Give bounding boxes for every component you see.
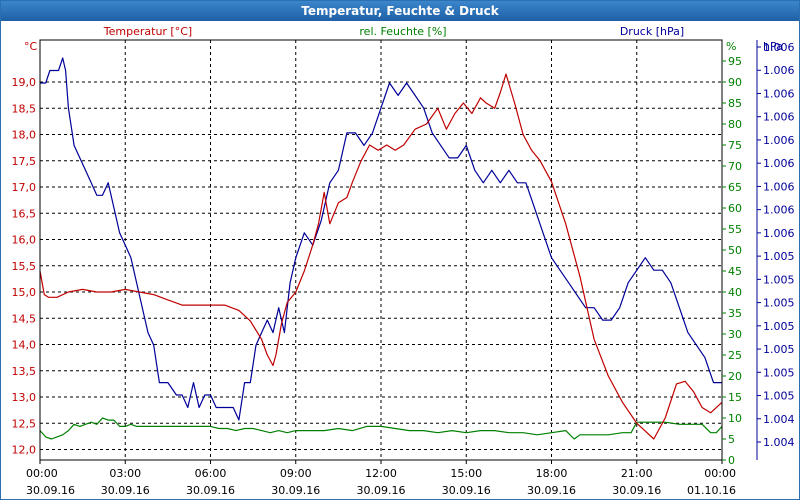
temperature-tick-label: 12,0 <box>12 444 37 457</box>
humidity-tick-label: 80 <box>728 118 742 131</box>
x-tick-time: 12:00 <box>365 467 397 480</box>
temperature-line <box>39 73 723 440</box>
temperature-tick-label: 18,0 <box>12 129 37 142</box>
x-tick-time: 21:00 <box>621 467 653 480</box>
temperature-tick-label: 15,0 <box>12 286 37 299</box>
pressure-unit: hPa <box>763 40 783 53</box>
x-tick-time: 18:00 <box>536 467 568 480</box>
humidity-tick-label: 20 <box>728 370 742 383</box>
temperature-tick-label: 16,5 <box>12 207 37 220</box>
temperature-tick-label: 16,0 <box>12 234 37 247</box>
pressure-tick-label: 1.005 <box>763 273 795 286</box>
temperature-tick-label: 17,0 <box>12 181 37 194</box>
pressure-tick-label: 1.005 <box>763 366 795 379</box>
temperature-tick-label: 14,0 <box>12 339 37 352</box>
pressure-tick-label: 1.006 <box>763 227 795 240</box>
x-tick-date: 30.09.16 <box>101 484 150 497</box>
humidity-tick-label: 50 <box>728 244 742 257</box>
humidity-tick-label: 5 <box>728 433 735 446</box>
pressure-tick-label: 1.006 <box>763 111 795 124</box>
pressure-tick-label: 1.006 <box>763 64 795 77</box>
axes: 12,0 12,5 13,0 13,5 14,0 14,5 15,0 15,5 16,0 16,5… <box>12 39 795 497</box>
humidity-tick-label: 45 <box>728 265 742 278</box>
temperature-tick-label: 15,5 <box>12 260 37 273</box>
pressure-tick-label: 1.006 <box>763 41 795 54</box>
pressure-tick-label: 1.006 <box>763 180 795 193</box>
temperature-unit: °C <box>24 40 38 53</box>
legend-temperature: Temperatur [°C] <box>103 25 192 38</box>
humidity-line <box>39 417 723 440</box>
x-tick-date: 30.09.16 <box>442 484 491 497</box>
pressure-tick-label: 1.006 <box>763 134 795 147</box>
x-tick-date: 30.09.16 <box>186 484 235 497</box>
x-tick-time: 06:00 <box>195 467 227 480</box>
temperature-tick-label: 14,5 <box>12 312 37 325</box>
x-tick-time: 00:00 <box>704 467 736 480</box>
humidity-tick-label: 0 <box>728 454 735 467</box>
x-tick-date: 30.09.16 <box>271 484 320 497</box>
x-tick-date: 30.09.16 <box>527 484 576 497</box>
temperature-tick-label: 13,0 <box>12 391 37 404</box>
humidity-tick-label: 15 <box>728 391 742 404</box>
humidity-tick-label: 85 <box>728 97 742 110</box>
humidity-unit: % <box>726 40 736 53</box>
humidity-tick-label: 25 <box>728 349 742 362</box>
pressure-tick-label: 1.005 <box>763 250 795 263</box>
humidity-tick-label: 70 <box>728 160 742 173</box>
series-lines <box>39 57 723 440</box>
window-title: Temperatur, Feuchte & Druck <box>1 1 799 21</box>
humidity-tick-label: 30 <box>728 328 742 341</box>
temperature-tick-label: 13,5 <box>12 365 37 378</box>
pressure-tick-label: 1.004 <box>763 413 795 426</box>
pressure-tick-label: 1.005 <box>763 297 795 310</box>
humidity-tick-label: 35 <box>728 307 742 320</box>
humidity-tick-label: 65 <box>728 181 742 194</box>
pressure-tick-label: 1.005 <box>763 343 795 356</box>
x-tick-time: 03:00 <box>109 467 141 480</box>
humidity-tick-label: 75 <box>728 139 742 152</box>
x-tick-date: 30.09.16 <box>612 484 661 497</box>
x-tick-date: 01.10.16 <box>687 484 736 497</box>
pressure-tick-label: 1.005 <box>763 390 795 403</box>
humidity-tick-label: 95 <box>728 55 742 68</box>
x-tick-time: 00:00 <box>26 467 58 480</box>
humidity-tick-label: 55 <box>728 223 742 236</box>
pressure-tick-label: 1.006 <box>763 204 795 217</box>
humidity-tick-label: 10 <box>728 412 742 425</box>
temperature-tick-label: 12,5 <box>12 417 37 430</box>
x-tick-time: 15:00 <box>450 467 482 480</box>
x-tick-date: 30.09.16 <box>26 484 75 497</box>
temperature-tick-label: 17,5 <box>12 155 37 168</box>
legend-pressure: Druck [hPa] <box>620 25 684 38</box>
humidity-tick-label: 60 <box>728 202 742 215</box>
pressure-tick-label: 1.006 <box>763 157 795 170</box>
x-tick-time: 09:00 <box>280 467 312 480</box>
pressure-tick-label: 1.006 <box>763 87 795 100</box>
x-tick-date: 30.09.16 <box>357 484 406 497</box>
pressure-tick-label: 1.004 <box>763 436 795 449</box>
humidity-tick-label: 90 <box>728 76 742 89</box>
temperature-tick-label: 19,0 <box>12 76 37 89</box>
humidity-tick-label: 40 <box>728 286 742 299</box>
pressure-tick-label: 1.005 <box>763 320 795 333</box>
temperature-tick-label: 18,5 <box>12 102 37 115</box>
legend-humidity: rel. Feuchte [%] <box>359 25 446 38</box>
